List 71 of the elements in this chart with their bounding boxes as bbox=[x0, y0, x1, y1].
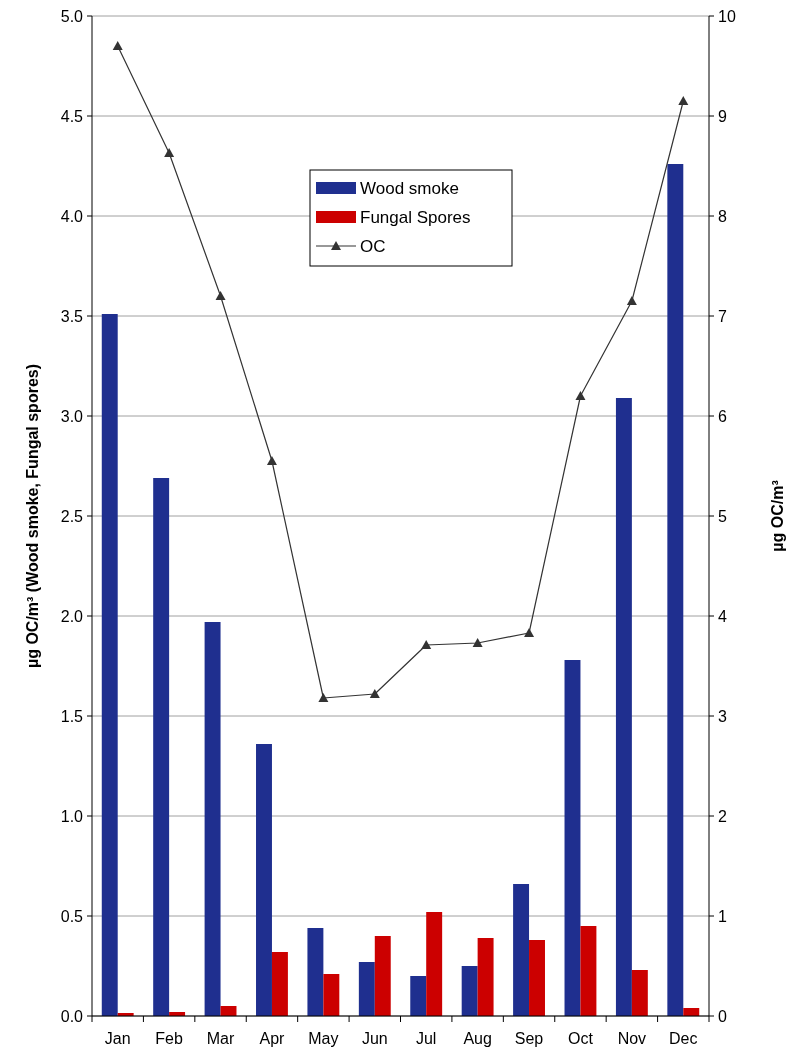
y2-tick-label: 2 bbox=[718, 807, 727, 825]
point bbox=[472, 638, 483, 647]
point bbox=[678, 96, 689, 105]
bar bbox=[615, 398, 632, 1016]
y2-tick-label: 6 bbox=[718, 407, 727, 425]
point bbox=[112, 41, 123, 50]
bar bbox=[631, 970, 648, 1016]
x-tick-label: Aug bbox=[463, 1030, 492, 1047]
y-tick-label: 3.0 bbox=[60, 407, 84, 425]
y2-tick-label: 7 bbox=[718, 307, 727, 325]
y2-tick-label: 5 bbox=[718, 507, 727, 525]
point bbox=[626, 296, 637, 305]
x-tick-label: Sep bbox=[514, 1030, 544, 1047]
x-tick-label: Jun bbox=[361, 1030, 388, 1047]
bar bbox=[580, 926, 597, 1016]
y-tick-label: 0.5 bbox=[60, 907, 84, 925]
x-tick-label: Nov bbox=[617, 1030, 647, 1047]
y-tick-label: 0.0 bbox=[60, 1007, 84, 1025]
y-tick-label: 1.0 bbox=[60, 807, 84, 825]
bar bbox=[410, 976, 427, 1016]
y-axis-title: µg OC/m³ (Wood smoke, Fungal spores) bbox=[24, 363, 41, 669]
y2-tick-label: 3 bbox=[718, 707, 727, 725]
x-tick-label: Feb bbox=[155, 1030, 184, 1047]
x-tick-label: May bbox=[308, 1030, 339, 1047]
x-tick-label: Dec bbox=[669, 1030, 698, 1047]
point bbox=[266, 456, 277, 465]
bar bbox=[101, 314, 118, 1016]
x-tick-label: Oct bbox=[568, 1030, 594, 1047]
y2-tick-label: 0 bbox=[718, 1007, 727, 1025]
point bbox=[164, 148, 175, 157]
point bbox=[318, 693, 329, 702]
y2-tick-label: 9 bbox=[718, 107, 727, 125]
bar bbox=[153, 478, 170, 1016]
x-tick-label: Jan bbox=[104, 1030, 131, 1047]
point bbox=[215, 291, 226, 300]
y2-tick-label: 4 bbox=[718, 607, 727, 625]
bar bbox=[426, 912, 443, 1016]
x-tick-label: Jul bbox=[415, 1030, 437, 1047]
point bbox=[369, 689, 380, 698]
y2-tick-label: 8 bbox=[718, 207, 727, 225]
bar bbox=[271, 952, 288, 1016]
y-tick-label: 2.0 bbox=[60, 607, 84, 625]
bar bbox=[374, 936, 391, 1016]
y-tick-label: 3.5 bbox=[60, 307, 84, 325]
bar bbox=[204, 622, 221, 1016]
bar bbox=[513, 884, 530, 1016]
x-tick-label: Apr bbox=[259, 1030, 286, 1047]
point bbox=[575, 391, 586, 400]
legend-label: Fungal Spores bbox=[360, 207, 471, 227]
point bbox=[421, 640, 432, 649]
x-tick-label: Mar bbox=[206, 1030, 235, 1047]
point bbox=[524, 628, 535, 637]
legend-label: Wood smoke bbox=[360, 178, 459, 198]
y-tick-label: 1.5 bbox=[60, 707, 84, 725]
legend-label: OC bbox=[360, 236, 386, 256]
bar bbox=[564, 660, 581, 1016]
bar bbox=[529, 940, 545, 1016]
y2-tick-label: 1 bbox=[718, 907, 727, 925]
y2-axis-title: µg OC/m³ bbox=[769, 480, 786, 552]
bar bbox=[461, 966, 478, 1016]
y-tick-label: 4.5 bbox=[60, 107, 84, 125]
y2-tick-label: 10 bbox=[718, 7, 736, 25]
y-tick-label: 4.0 bbox=[60, 207, 84, 225]
y-tick-label: 5.0 bbox=[60, 7, 84, 25]
bar bbox=[323, 974, 340, 1016]
y-tick-label: 2.5 bbox=[60, 507, 84, 525]
bar bbox=[667, 164, 684, 1016]
bar bbox=[307, 928, 324, 1016]
bar bbox=[477, 938, 494, 1016]
bar bbox=[358, 962, 375, 1016]
bar bbox=[256, 744, 272, 1016]
